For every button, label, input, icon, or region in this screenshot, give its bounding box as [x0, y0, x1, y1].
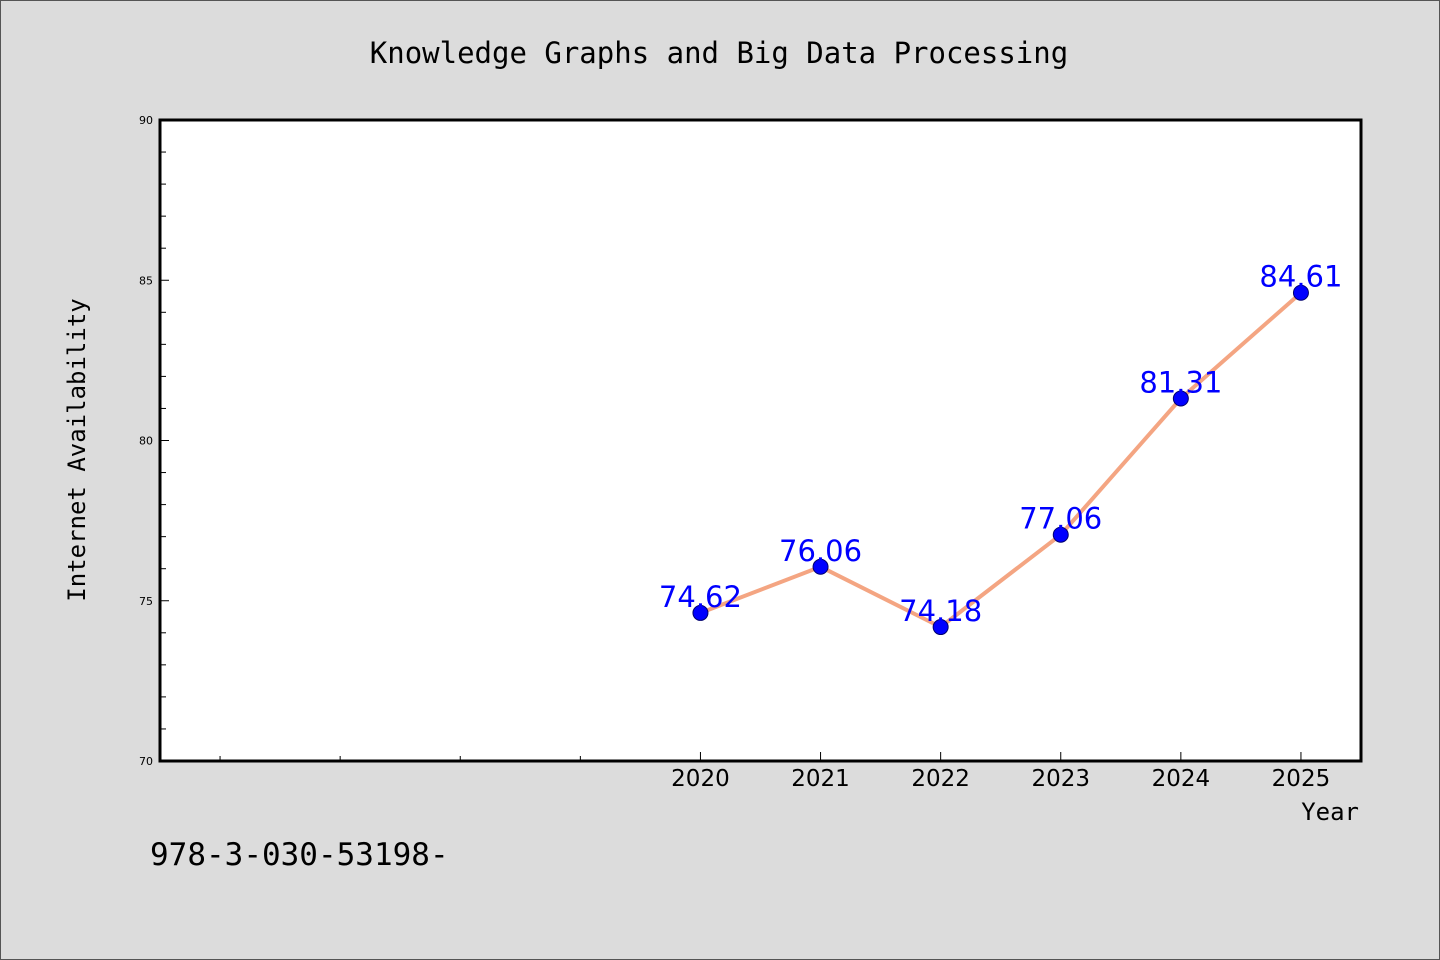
data-label: 81.31 [1139, 366, 1222, 400]
data-label: 74.18 [899, 594, 982, 628]
y-tick-label: 90 [139, 114, 153, 127]
y-tick-label: 85 [139, 274, 153, 287]
x-axis-label: Year [1301, 798, 1359, 826]
data-point [812, 558, 829, 575]
data-label: 74.62 [659, 580, 742, 614]
x-tick-label: 2020 [671, 766, 730, 792]
data-label: 84.61 [1259, 260, 1342, 294]
series-layer [692, 284, 1309, 636]
data-label: 77.06 [1019, 502, 1102, 536]
y-tick-label: 75 [139, 595, 153, 608]
data-label: 76.06 [779, 534, 862, 568]
footnote: 978-3-030-53198- [150, 837, 449, 873]
y-tick-label: 80 [139, 435, 153, 448]
data-point [932, 619, 949, 636]
data-point [1052, 526, 1069, 543]
plot-area [160, 120, 1361, 761]
x-tick-label: 2022 [911, 766, 970, 792]
x-tick-label: 2025 [1272, 766, 1331, 792]
series-line [698, 290, 1303, 629]
plot-frame [158, 118, 1363, 763]
data-point [1292, 284, 1309, 301]
x-tick-label: 2024 [1152, 766, 1211, 792]
x-tick-label: 2023 [1031, 766, 1090, 792]
y-tick-label: 70 [139, 755, 153, 768]
x-axis-ticks: 2020 2021 2022 2023 2024 2025 [219, 752, 1331, 792]
chart-title: Knowledge Graphs and Big Data Processing [370, 36, 1068, 70]
data-labels: 74.62 76.06 74.18 77.06 81.31 84.61 [659, 260, 1343, 628]
y-axis-label: Internet Availability [63, 298, 91, 601]
x-tick-label: 2021 [791, 766, 850, 792]
data-point [1172, 390, 1189, 407]
data-point [692, 604, 709, 621]
